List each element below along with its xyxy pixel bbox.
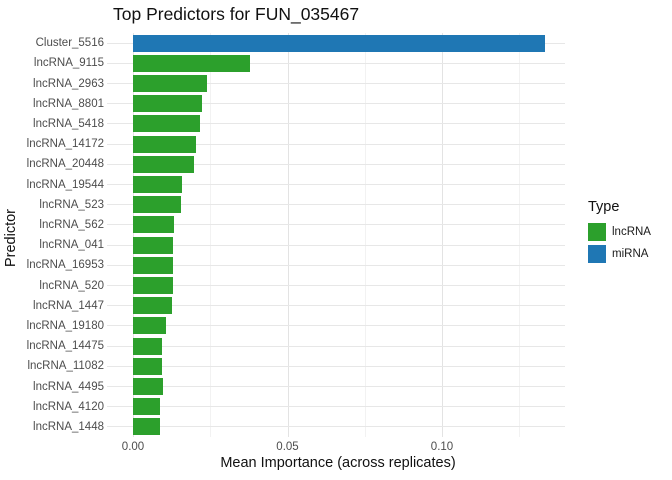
x-major-gridline bbox=[133, 33, 134, 437]
plot-panel bbox=[107, 33, 565, 437]
bar-lncRNA_8801 bbox=[133, 95, 202, 113]
y-tick-label: lncRNA_4495 bbox=[33, 380, 104, 393]
bar-lncRNA_14172 bbox=[133, 135, 197, 153]
y-tick-label: Cluster_5516 bbox=[35, 37, 104, 50]
bar-lncRNA_2963 bbox=[133, 75, 207, 92]
legend-item-lncRNA: lncRNA bbox=[588, 223, 651, 241]
y-tick-label: lncRNA_9115 bbox=[33, 57, 104, 70]
y-tick-label: lncRNA_8801 bbox=[33, 97, 104, 110]
x-tick-label: 0.10 bbox=[430, 441, 454, 453]
y-gridline bbox=[107, 62, 565, 64]
x-major-gridline bbox=[442, 33, 443, 437]
y-tick-label: lncRNA_14172 bbox=[26, 138, 104, 151]
bar-lncRNA_4120 bbox=[133, 398, 161, 416]
y-gridline bbox=[107, 386, 565, 387]
bar-lncRNA_523 bbox=[133, 196, 181, 214]
y-tick-label: lncRNA_20448 bbox=[26, 158, 104, 171]
bar-lncRNA_19544 bbox=[133, 176, 183, 193]
chart-title: Top Predictors for FUN_035467 bbox=[113, 4, 360, 24]
y-gridline bbox=[107, 406, 565, 408]
y-tick-label: lncRNA_523 bbox=[39, 198, 104, 211]
y-gridline bbox=[107, 325, 565, 327]
legend-title: Type bbox=[588, 199, 620, 215]
y-gridline bbox=[107, 285, 565, 286]
y-tick-label: lncRNA_041 bbox=[39, 239, 104, 252]
y-gridline bbox=[107, 143, 565, 145]
bar-lncRNA_16953 bbox=[133, 256, 173, 274]
y-tick-label: lncRNA_4120 bbox=[33, 400, 104, 413]
y-tick-label: lncRNA_1447 bbox=[33, 299, 104, 312]
bar-lncRNA_14475 bbox=[133, 337, 162, 355]
bar-lncRNA_562 bbox=[133, 216, 175, 234]
legend-label: lncRNA bbox=[612, 226, 651, 238]
x-major-gridline bbox=[287, 33, 289, 437]
y-tick-label: lncRNA_14475 bbox=[26, 340, 104, 353]
y-gridline bbox=[107, 305, 565, 307]
y-gridline bbox=[107, 224, 565, 226]
y-tick-label: lncRNA_1448 bbox=[33, 420, 104, 433]
y-gridline bbox=[107, 204, 565, 206]
y-tick-label: lncRNA_520 bbox=[39, 279, 104, 292]
y-tick-label: lncRNA_11082 bbox=[27, 360, 104, 373]
x-minor-gridline bbox=[364, 33, 366, 437]
y-gridline bbox=[107, 244, 565, 246]
y-gridline bbox=[107, 426, 565, 428]
y-tick-label: lncRNA_19180 bbox=[26, 319, 104, 332]
bar-lncRNA_5418 bbox=[133, 115, 201, 133]
legend-items: lncRNA miRNA bbox=[588, 223, 651, 263]
bar-lncRNA_1447 bbox=[133, 297, 173, 315]
legend-item-miRNA: miRNA bbox=[588, 245, 651, 263]
y-tick-label: lncRNA_562 bbox=[39, 218, 104, 231]
y-gridline bbox=[107, 163, 565, 165]
y-gridline bbox=[107, 264, 565, 266]
y-tick-label: lncRNA_5418 bbox=[33, 117, 104, 130]
bar-lncRNA_19180 bbox=[133, 317, 167, 335]
x-axis-ticks: 0.00 0.05 0.10 bbox=[0, 441, 672, 457]
bar-lncRNA_9115 bbox=[133, 54, 251, 72]
bar-lncRNA_20448 bbox=[133, 155, 195, 173]
y-gridline bbox=[107, 83, 565, 84]
x-minor-gridline bbox=[210, 33, 212, 437]
y-gridline bbox=[107, 103, 565, 105]
legend-label: miRNA bbox=[612, 248, 649, 260]
y-tick-label: lncRNA_19544 bbox=[26, 178, 104, 191]
x-tick-label: 0.05 bbox=[276, 441, 299, 453]
y-axis-labels: Cluster_5516 lncRNA_9115 lncRNA_2963 lncRNA… bbox=[0, 33, 104, 437]
legend-key-swatch bbox=[588, 245, 606, 263]
legend-key-swatch bbox=[588, 223, 606, 241]
bar-lncRNA_520 bbox=[133, 277, 173, 294]
y-tick-label: lncRNA_2963 bbox=[33, 77, 104, 90]
y-gridline bbox=[107, 123, 565, 125]
bar-lncRNA_1448 bbox=[133, 418, 160, 436]
y-tick-label: lncRNA_16953 bbox=[26, 259, 104, 272]
legend: Type lncRNA miRNA bbox=[588, 199, 651, 267]
x-tick-label: 0.00 bbox=[121, 441, 145, 453]
bar-lncRNA_041 bbox=[133, 236, 173, 254]
bar-lncRNA_11082 bbox=[133, 357, 162, 375]
bar-lncRNA_4495 bbox=[133, 378, 163, 395]
y-gridline bbox=[107, 345, 565, 347]
y-gridline bbox=[107, 184, 565, 185]
x-axis-title: Mean Importance (across replicates) bbox=[220, 455, 456, 471]
bar-Cluster_5516 bbox=[133, 34, 545, 52]
x-minor-gridline bbox=[519, 33, 521, 437]
y-gridline bbox=[107, 365, 565, 367]
